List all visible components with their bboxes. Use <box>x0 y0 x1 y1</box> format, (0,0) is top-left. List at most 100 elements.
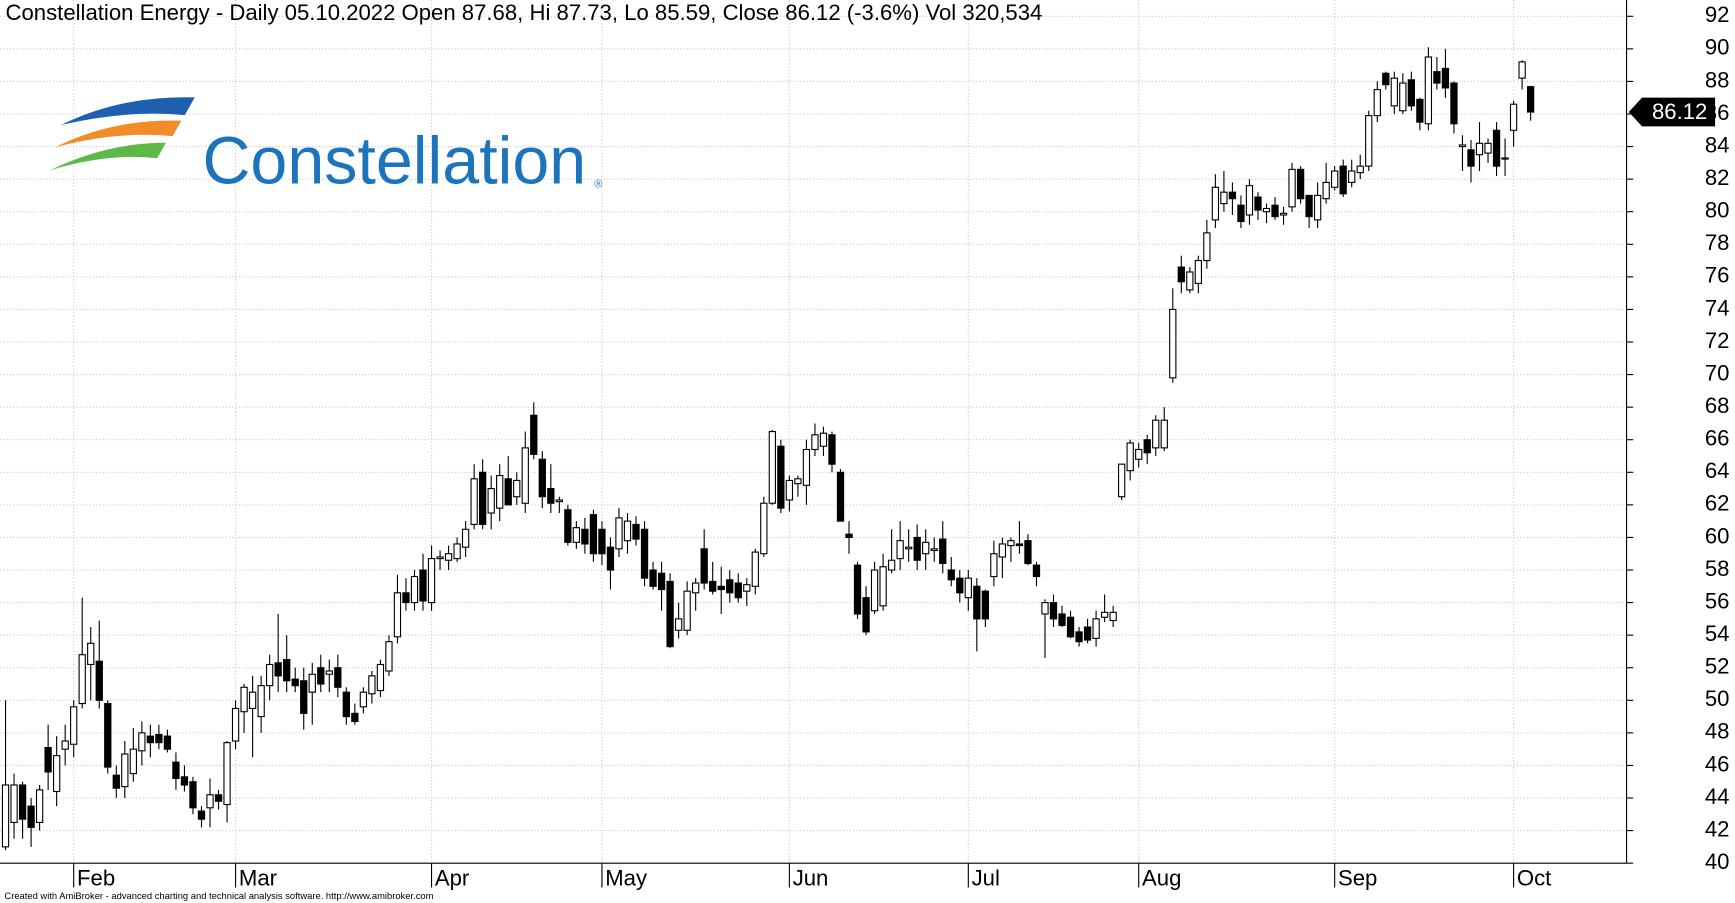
candle-body <box>717 585 725 591</box>
candle-body <box>1416 98 1424 123</box>
candle-body <box>1092 618 1100 639</box>
candle-body <box>760 502 768 555</box>
candle-body <box>836 471 845 522</box>
candle-body <box>1348 170 1356 183</box>
candle-body <box>1083 626 1092 641</box>
candle-body <box>1271 204 1279 218</box>
candle-body <box>231 707 240 742</box>
candle-body <box>922 541 930 555</box>
candle-body <box>1399 82 1407 112</box>
candle-body <box>1 784 10 848</box>
logo: Constellation ® <box>49 97 602 199</box>
y-tick-label: 46 <box>1705 751 1730 776</box>
candle-body <box>794 478 802 485</box>
candle-body <box>1049 602 1058 620</box>
y-tick-label: 52 <box>1705 654 1730 679</box>
candle-body <box>44 746 52 773</box>
candle-body <box>802 448 811 486</box>
x-tick-label: Sep <box>1338 866 1377 891</box>
candle-body <box>530 414 538 455</box>
candle-body <box>1331 170 1339 188</box>
candle-body <box>1015 543 1024 547</box>
candle-body <box>649 569 657 587</box>
candle-body <box>436 556 444 560</box>
y-tick-label: 70 <box>1705 360 1730 385</box>
candle-body <box>359 691 368 708</box>
candle-body <box>427 558 436 604</box>
candle-body <box>811 434 819 451</box>
y-tick-label: 64 <box>1705 458 1730 483</box>
candle-body <box>1152 419 1160 449</box>
logo-text: Constellation <box>202 125 586 199</box>
candle-body <box>1100 611 1109 618</box>
candle-body <box>1296 168 1305 200</box>
y-tick-label: 44 <box>1705 784 1730 809</box>
candle-body <box>743 584 751 592</box>
candle-body <box>1390 77 1398 107</box>
candle-body <box>828 434 836 465</box>
y-tick-label: 74 <box>1705 295 1730 320</box>
y-tick-label: 60 <box>1705 523 1730 548</box>
candle-body <box>61 740 69 750</box>
candle-body <box>95 660 103 701</box>
candle-body <box>913 536 921 561</box>
candle-body <box>206 794 214 809</box>
candle-body <box>266 663 274 687</box>
candle-body <box>768 431 776 504</box>
candle-body <box>666 580 674 648</box>
candle-body <box>632 523 640 540</box>
candle-body <box>1220 191 1228 205</box>
candle-body <box>393 592 402 638</box>
y-tick-label: 92 <box>1705 2 1730 27</box>
candle-body <box>189 781 197 809</box>
candle-body <box>726 579 734 594</box>
y-tick-label: 58 <box>1705 556 1730 581</box>
candle-body <box>325 670 333 675</box>
candle-body <box>700 548 708 584</box>
candle-body <box>376 663 385 692</box>
logo-mark: ® <box>594 179 602 191</box>
candle-body <box>538 458 546 498</box>
logo-swoosh-blue <box>60 97 195 126</box>
candle-body <box>1109 611 1117 622</box>
candle-body <box>939 538 947 565</box>
candle-body <box>104 703 112 768</box>
candle-body <box>1492 129 1501 167</box>
candle-body <box>1262 207 1271 213</box>
candle-body <box>555 499 563 503</box>
y-tick-label: 72 <box>1705 328 1730 353</box>
candle-body <box>1186 271 1194 291</box>
axes: 40 42 44 46 48 50 52 54 56 58 60 62 64 66 68 70 72 74 76 78… <box>73 2 1730 891</box>
candle-body <box>956 577 964 594</box>
y-tick-label: 90 <box>1705 35 1730 60</box>
candle-body <box>1203 232 1211 262</box>
candle-body <box>606 546 615 571</box>
y-tick-label: 56 <box>1705 588 1730 613</box>
y-tick-label: 48 <box>1705 719 1730 744</box>
candle-body <box>146 735 155 744</box>
last-price-label: 86.12 <box>1652 99 1707 124</box>
candle-body <box>640 528 649 579</box>
candle-body <box>853 564 862 615</box>
candle-body <box>18 784 27 820</box>
y-tick-label: 68 <box>1705 393 1730 418</box>
candle-body <box>598 528 606 555</box>
candle-body <box>197 810 206 820</box>
candle-body <box>240 686 248 713</box>
candle-body <box>1373 89 1381 117</box>
candle-body <box>1509 103 1518 131</box>
candle-body <box>138 732 146 752</box>
y-tick-label: 76 <box>1705 263 1730 288</box>
candle-body <box>163 735 172 750</box>
candle-body <box>1279 212 1288 216</box>
candle-body <box>1450 82 1458 125</box>
candle-body <box>1313 194 1322 221</box>
candle-body <box>27 805 35 828</box>
x-tick-label: Mar <box>239 866 277 891</box>
candle-body <box>674 618 683 631</box>
candle-body <box>1041 602 1049 615</box>
candle-body <box>368 675 376 695</box>
candle-body <box>1160 419 1168 449</box>
candle-body <box>1007 540 1015 547</box>
